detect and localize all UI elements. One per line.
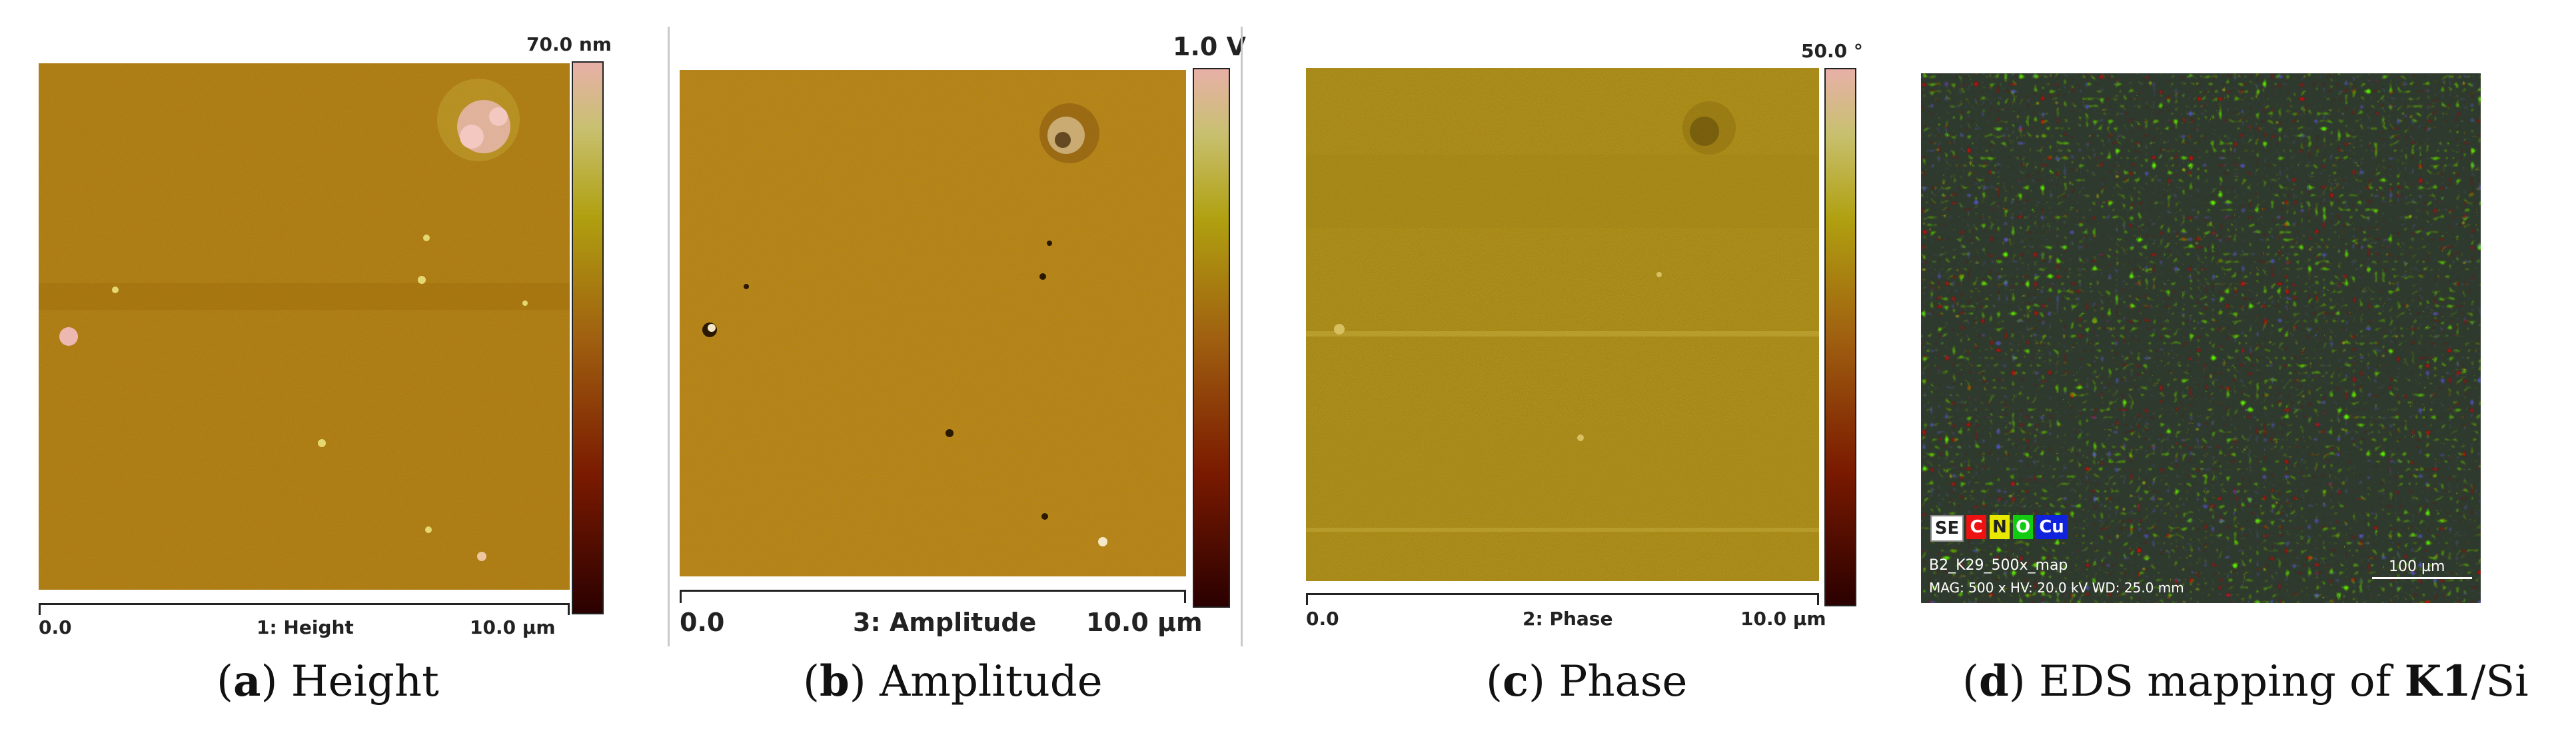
height-color-scale xyxy=(572,61,604,614)
amplitude-color-scale xyxy=(1193,68,1230,608)
caption-b: (b) Amplitude xyxy=(803,656,1103,706)
eds-legend-c: C xyxy=(1966,515,1986,539)
caption-d: (d) EDS mapping of K1/Si xyxy=(1962,656,2529,706)
eds-legend-cu: Cu xyxy=(2036,515,2067,539)
caption-a: (a) Height xyxy=(217,656,439,706)
amplitude-x-end: 10.0 µm xyxy=(1086,608,1203,637)
height-x-end: 10.0 µm xyxy=(470,616,556,638)
eds-legend-o: O xyxy=(2013,515,2033,539)
divider-1 xyxy=(668,27,670,646)
amplitude-scale-max: 1.0 V xyxy=(1173,32,1246,61)
phase-map-image xyxy=(1306,68,1819,581)
amplitude-channel-label: 3: Amplitude xyxy=(853,608,1037,637)
eds-file-name: B2_K29_500x_map xyxy=(1929,557,2068,574)
height-map-image xyxy=(39,63,570,590)
amplitude-map-image xyxy=(680,70,1186,576)
caption-c: (c) Phase xyxy=(1486,656,1688,706)
phase-scale-max: 50.0 ° xyxy=(1801,40,1863,62)
phase-x-end: 10.0 µm xyxy=(1740,608,1826,630)
height-x-start: 0.0 xyxy=(39,616,72,638)
phase-color-scale xyxy=(1824,68,1856,606)
eds-scale-bar-label: 100 µm xyxy=(2389,558,2445,575)
amplitude-x-start: 0.0 xyxy=(680,608,725,637)
height-channel-label: 1: Height xyxy=(257,616,354,638)
amplitude-x-axis xyxy=(680,590,1186,592)
eds-legend-n: N xyxy=(1990,515,2010,539)
height-x-axis xyxy=(39,603,570,605)
eds-scale-bar xyxy=(2372,577,2472,579)
eds-map-image xyxy=(1921,73,2481,603)
divider-2 xyxy=(1241,27,1243,646)
phase-x-axis xyxy=(1306,593,1819,595)
eds-meta: MAG: 500 x HV: 20.0 kV WD: 25.0 mm xyxy=(1929,580,2184,596)
eds-legend-se: SE xyxy=(1930,515,1964,542)
height-scale-max: 70.0 nm xyxy=(526,33,612,55)
phase-channel-label: 2: Phase xyxy=(1523,608,1613,630)
phase-x-start: 0.0 xyxy=(1306,608,1339,630)
